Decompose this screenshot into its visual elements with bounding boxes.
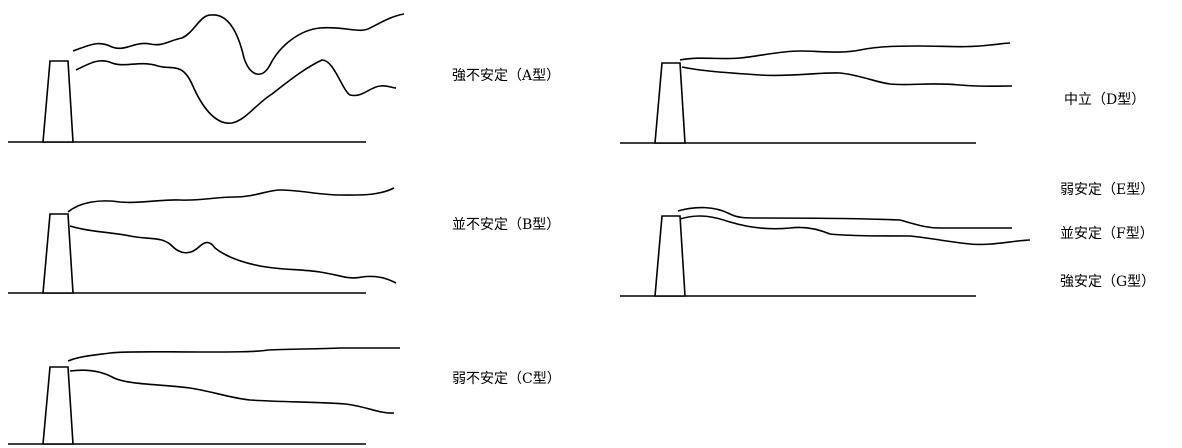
smokestack — [654, 62, 686, 144]
plume-upper-edge — [67, 187, 395, 213]
panel-c-label: 弱不安定（C型） — [452, 371, 561, 387]
panel-d-label: 中立（D型） — [1064, 92, 1145, 108]
plume-upper-edge — [67, 347, 400, 362]
plume-lower-edge — [69, 369, 395, 414]
smokestack — [42, 60, 74, 143]
panel-b: 並不安定（B型） — [8, 187, 560, 294]
plume-upper-edge — [679, 42, 1011, 61]
panel-c: 弱不安定（C型） — [8, 347, 561, 445]
plume-lower-edge — [681, 66, 1013, 88]
plume-upper-edge — [72, 13, 405, 75]
panel-e-label: 弱安定（E型） — [1060, 182, 1154, 198]
panel-b-label: 並不安定（B型） — [452, 217, 560, 233]
plume-lower-edge — [69, 225, 397, 284]
panel-efg: 弱安定（E型） 並安定（F型） 強安定（G型） — [620, 182, 1155, 297]
panel-a-label: 強不安定（A型） — [452, 68, 560, 84]
plume-upper-edge — [677, 206, 1012, 229]
panel-g-label: 強安定（G型） — [1060, 274, 1155, 290]
smokestack — [654, 215, 686, 297]
panel-d: 中立（D型） — [620, 42, 1145, 144]
panel-f-label: 並安定（F型） — [1060, 226, 1154, 242]
plume-lower-edge — [75, 59, 397, 124]
plume-lower-edge — [679, 215, 1031, 246]
panel-a: 強不安定（A型） — [8, 13, 560, 143]
smokestack — [42, 213, 74, 294]
smokestack — [42, 366, 74, 445]
